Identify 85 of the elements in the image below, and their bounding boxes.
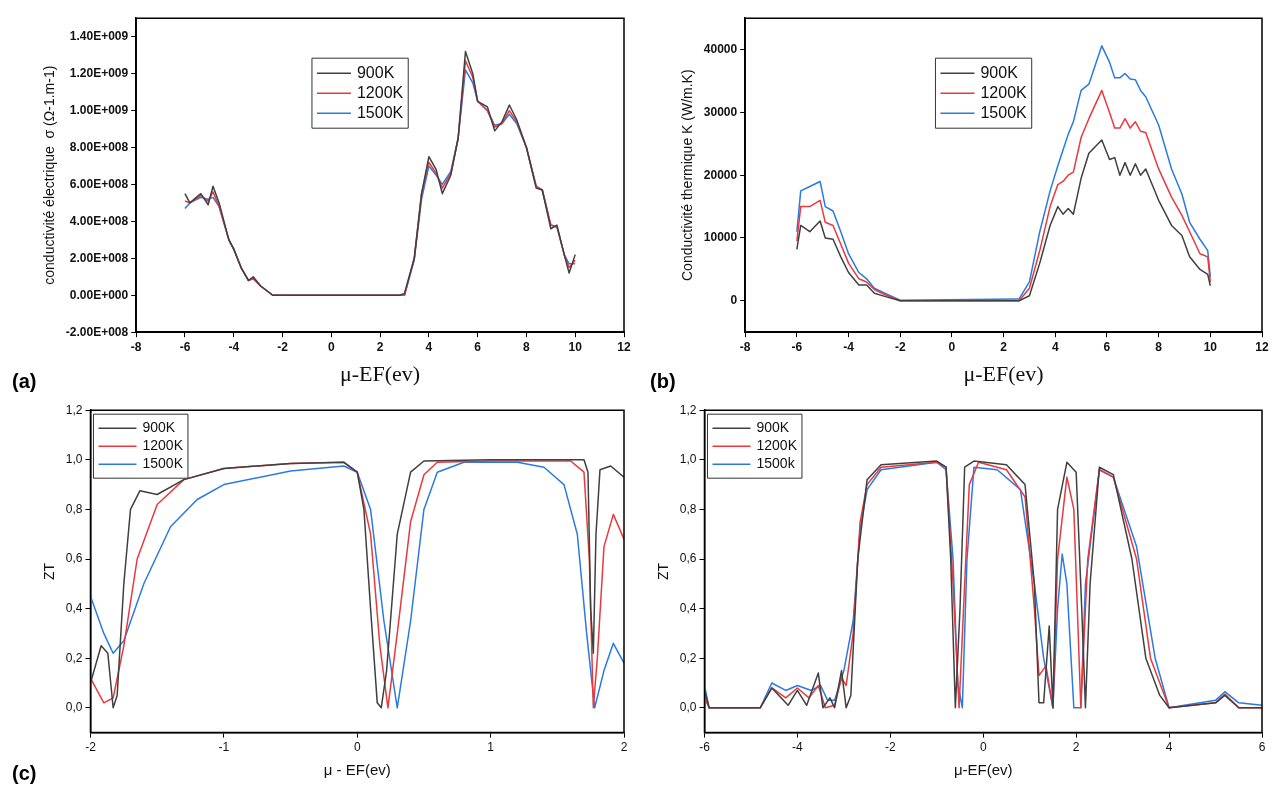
- x-tick-label: 8: [523, 339, 531, 354]
- y-tick-label: 40000: [703, 41, 738, 56]
- x-tick-label: -2: [85, 740, 97, 755]
- y-tick-label: 0.00E+000: [69, 287, 129, 302]
- text: (c): [12, 761, 37, 784]
- y-tick-label: 0,6: [679, 551, 697, 566]
- x-tick-label: -8: [739, 339, 751, 354]
- y-tick-label: 6.00E+008: [69, 176, 129, 191]
- x-tick-label: 4: [425, 339, 433, 354]
- x-tick-label: 2: [1000, 339, 1008, 354]
- x-axis-title: μ - EF(ev): [323, 761, 391, 779]
- x-tick-label: 0: [353, 740, 361, 755]
- legend-label: 900K: [980, 63, 1019, 81]
- x-tick-label: 0: [327, 339, 335, 354]
- y-tick-label: 1.00E+009: [69, 102, 129, 117]
- y-tick-label: 0,6: [65, 551, 83, 566]
- y-tick-label: 0,8: [65, 501, 83, 516]
- x-tick-label: 6: [474, 339, 482, 354]
- x-tick-label: 4: [1051, 339, 1059, 354]
- y-tick-label: 2.00E+008: [69, 250, 129, 265]
- y-tick-label: 1,2: [65, 402, 83, 417]
- x-axis-title: μ-EF(ev): [953, 761, 1013, 779]
- x-tick-label: -6: [179, 339, 191, 354]
- y-tick-label: 0,8: [679, 501, 697, 516]
- y-axis-title: ZT: [41, 562, 58, 580]
- text: (a): [12, 369, 37, 392]
- x-tick-label: -6: [791, 339, 803, 354]
- legend-label: 1200K: [356, 83, 404, 101]
- y-axis-title: conductivité électrique σ (Ω-1.m-1): [41, 65, 58, 285]
- x-tick-label: 0: [948, 339, 956, 354]
- x-tick-label: 10: [568, 339, 583, 354]
- y-tick-label: 1,2: [679, 402, 697, 417]
- y-tick-label: 10000: [703, 230, 738, 245]
- x-tick-label: -2: [277, 339, 289, 354]
- text: (b): [650, 369, 676, 392]
- x-tick-label: 2: [376, 339, 384, 354]
- x-tick-label: 2: [1072, 740, 1080, 755]
- y-tick-label: 0,4: [65, 600, 83, 615]
- x-tick-label: -1: [218, 740, 230, 755]
- x-axis-title: μ-EF(ev): [339, 360, 421, 386]
- y-tick-label: 1.40E+009: [69, 28, 129, 43]
- y-tick-label: 0: [730, 293, 738, 308]
- x-axis-title: μ-EF(ev): [963, 360, 1044, 386]
- y-tick-label: 8.00E+008: [69, 139, 129, 154]
- y-tick-label: 4.00E+008: [69, 213, 129, 228]
- legend-label: 1200K: [756, 437, 798, 454]
- y-tick-label: 1,0: [679, 452, 697, 467]
- x-tick-label: 10: [1203, 339, 1218, 354]
- x-tick-label: -4: [228, 339, 240, 354]
- legend-label: 900K: [756, 419, 790, 436]
- x-tick-label: 0: [979, 740, 987, 755]
- x-tick-label: 4: [1165, 740, 1173, 755]
- x-tick-label: 2: [620, 740, 628, 755]
- y-tick-label: 0,2: [679, 650, 697, 665]
- x-tick-label: 1: [487, 740, 495, 755]
- x-tick-label: -6: [699, 740, 711, 755]
- x-tick-label: 12: [617, 339, 631, 354]
- legend-label: 1500K: [142, 455, 184, 472]
- legend-label: 1500k: [756, 455, 796, 472]
- x-tick-label: 6: [1103, 339, 1111, 354]
- x-tick-label: 8: [1155, 339, 1163, 354]
- x-tick-label: -8: [130, 339, 142, 354]
- y-tick-label: 1,0: [65, 452, 83, 467]
- y-axis-title: ZT: [655, 562, 672, 580]
- x-tick-label: -2: [884, 740, 896, 755]
- y-tick-label: 20000: [703, 167, 738, 182]
- y-tick-label: 0,0: [679, 700, 697, 715]
- legend-label: 900K: [142, 419, 176, 436]
- y-tick-label: 1.20E+009: [69, 65, 129, 80]
- x-tick-label: 6: [1258, 740, 1266, 755]
- y-tick-label: 0,2: [65, 650, 83, 665]
- legend-label: 1200K: [980, 83, 1028, 101]
- x-tick-label: -4: [843, 339, 855, 354]
- y-tick-label: 30000: [703, 104, 738, 119]
- y-tick-label: 0,0: [65, 700, 83, 715]
- legend-label: 1200K: [142, 437, 184, 454]
- legend-label: 1500K: [356, 103, 404, 121]
- x-tick-label: -4: [792, 740, 804, 755]
- x-tick-label: -2: [894, 339, 906, 354]
- y-tick-label: 0,4: [679, 600, 697, 615]
- legend-label: 900K: [356, 63, 395, 81]
- y-tick-label: -2.00E+008: [65, 324, 129, 339]
- x-tick-label: 12: [1255, 339, 1269, 354]
- legend-label: 1500K: [980, 103, 1028, 121]
- y-axis-title: Conductivité thermique K (W/m.K): [679, 69, 696, 282]
